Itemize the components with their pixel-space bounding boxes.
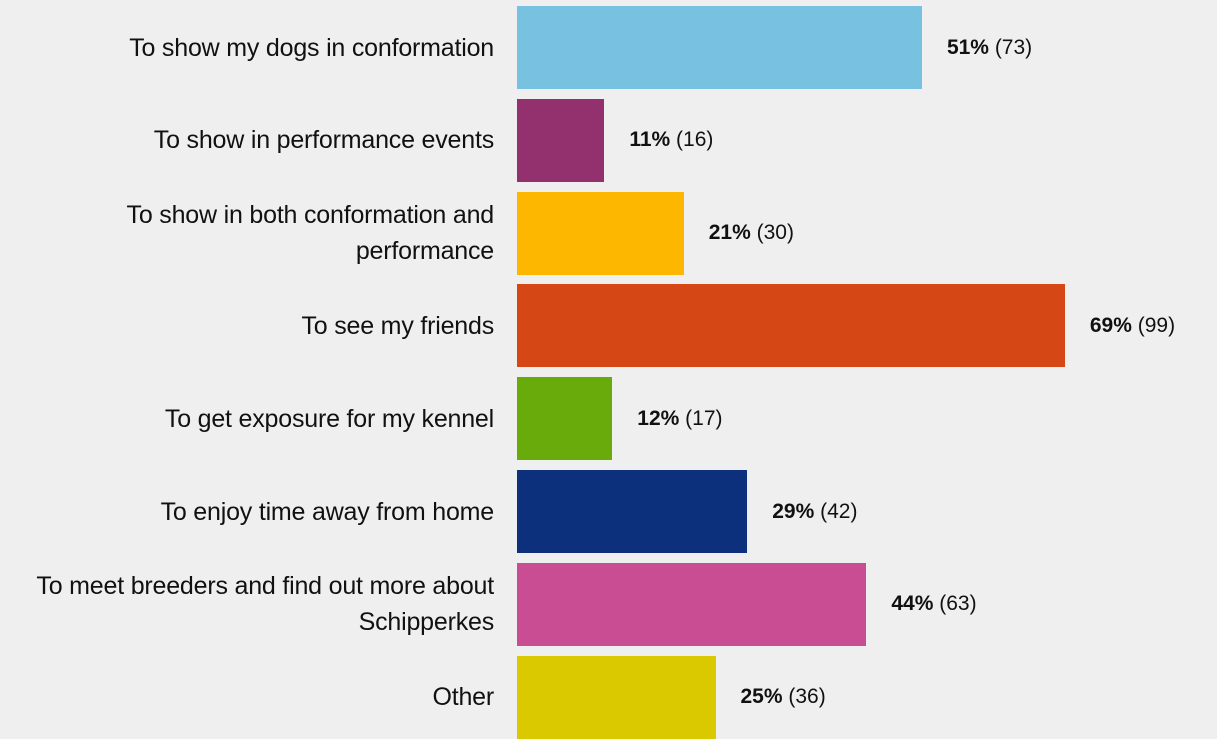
category-label: To enjoy time away from home xyxy=(160,497,495,526)
value-label: 11% (16) xyxy=(629,128,713,152)
category-label: To show in performance events xyxy=(153,126,494,155)
count-label: (17) xyxy=(685,406,723,430)
percent-label: 11% xyxy=(629,128,671,152)
category-label: To show my dogs in conformation xyxy=(129,33,494,62)
percent-label: 21% xyxy=(708,221,751,245)
bar xyxy=(517,470,748,553)
bar xyxy=(517,191,684,275)
value-label: 69% (99) xyxy=(1090,314,1175,338)
count-label: (63) xyxy=(939,592,977,616)
count-label: (42) xyxy=(820,499,858,523)
percent-label: 12% xyxy=(637,406,680,430)
value-label: 29% (42) xyxy=(772,500,857,524)
category-label: To get exposure for my kennel xyxy=(164,404,494,433)
count-label: (30) xyxy=(756,221,794,245)
bar xyxy=(517,655,716,739)
value-label: 12% (17) xyxy=(637,407,722,431)
category-label: To see my friends xyxy=(301,311,494,340)
category-label: Other xyxy=(432,683,494,712)
count-label: (16) xyxy=(676,128,714,152)
value-label: 51% (73) xyxy=(947,36,1032,60)
percent-label: 51% xyxy=(946,35,989,59)
value-label: 21% (30) xyxy=(709,221,794,245)
bar xyxy=(517,377,613,461)
count-label: (73) xyxy=(994,35,1033,59)
percent-label: 25% xyxy=(740,685,783,709)
category-label: To meet breeders and find out more about… xyxy=(36,572,494,637)
value-label: 25% (36) xyxy=(741,685,826,709)
percent-label: 29% xyxy=(772,499,815,523)
percent-label: 44% xyxy=(891,592,934,616)
value-label: 44% (63) xyxy=(891,592,976,616)
count-label: (36) xyxy=(788,685,826,709)
bar xyxy=(517,284,1065,368)
bar xyxy=(517,562,867,646)
bar xyxy=(517,6,922,89)
bar xyxy=(517,98,605,182)
count-label: (99) xyxy=(1137,313,1176,337)
percent-label: 69% xyxy=(1089,313,1132,337)
category-label: To show in both conformation and perform… xyxy=(126,201,495,266)
